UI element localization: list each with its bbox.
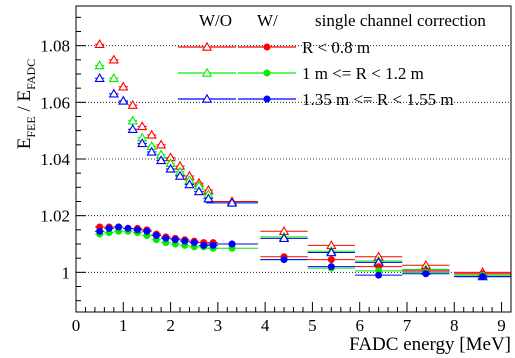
legend-label: R < 0.8 m: [302, 38, 370, 57]
data-point-triangle: [94, 72, 105, 82]
data-point-circle: [422, 270, 430, 278]
data-point-circle: [375, 271, 383, 279]
y-axis-label-main: E: [14, 138, 35, 150]
data-point-circle: [209, 241, 217, 249]
data-point-circle: [152, 232, 160, 240]
data-point-triangle: [146, 129, 157, 139]
y-tick-label: 1.02: [40, 207, 70, 226]
data-point-triangle: [94, 60, 105, 70]
data-point-circle: [327, 263, 335, 271]
data-layer: [94, 38, 511, 281]
data-point-triangle: [278, 233, 290, 243]
data-point-circle: [181, 237, 189, 245]
data-point-triangle: [226, 197, 238, 207]
data-point-triangle: [155, 139, 167, 149]
y-tick-label: 1.08: [40, 37, 70, 56]
data-point-circle: [263, 69, 271, 77]
data-point-triangle: [201, 67, 213, 77]
data-point-triangle: [94, 38, 105, 48]
x-axis-label: FADC energy [MeV]: [349, 334, 511, 355]
x-tick-label: 7: [403, 316, 412, 335]
legend-label: 1 m <= R < 1.2 m: [302, 64, 424, 83]
grid-layer: [76, 45, 511, 273]
y-tick-label: 1.06: [40, 93, 70, 112]
data-point-circle: [327, 256, 335, 264]
data-point-triangle: [146, 146, 157, 156]
data-point-triangle: [184, 179, 195, 189]
x-tick-label: 6: [355, 316, 364, 335]
data-point-circle: [133, 226, 141, 234]
data-point-triangle: [201, 93, 213, 103]
data-point-triangle: [108, 72, 119, 82]
data-point-triangle: [137, 138, 148, 148]
legend-label: 1.35 m <= R < 1.55 m: [302, 90, 454, 109]
y-axis-label-sub2: FADC: [24, 59, 38, 90]
tick-layer: 1 1.02 1.04 1.06 1.08 0 1 2 3 4 5 6 7 8 9: [40, 16, 506, 335]
data-point-circle: [124, 224, 132, 232]
legend-header-note: single channel correction: [315, 11, 486, 30]
data-point-circle: [115, 223, 123, 231]
legend-header-wo: W/O: [199, 11, 232, 30]
data-point-triangle: [155, 155, 167, 165]
legend-rows: R < 0.8 m 1 m <= R < 1.2 m 1.35 m <= R < 1…: [178, 38, 454, 109]
data-point-circle: [263, 43, 271, 51]
data-point-triangle: [193, 186, 205, 196]
x-tick-label: 2: [166, 316, 175, 335]
y-axis-label-sep: / E: [14, 90, 35, 116]
x-tick-label: 0: [72, 316, 81, 335]
data-point-circle: [171, 236, 179, 244]
x-tick-label: 3: [214, 316, 223, 335]
data-point-circle: [105, 224, 113, 232]
svg-text:EFEE / EFADC: EFEE / EFADC: [14, 59, 38, 149]
x-tick-label: 5: [308, 316, 317, 335]
data-point-circle: [96, 227, 104, 235]
data-point-triangle: [174, 170, 186, 180]
data-point-triangle: [108, 54, 119, 64]
legend-header-w: W/: [257, 11, 278, 30]
data-point-triangle: [118, 95, 129, 105]
data-point-triangle: [118, 81, 129, 91]
x-tick-label: 1: [119, 316, 128, 335]
y-tick-label: 1.04: [40, 150, 70, 169]
x-tick-label: 4: [261, 316, 270, 335]
data-point-triangle: [127, 99, 138, 109]
x-tick-label: 8: [450, 316, 459, 335]
data-point-circle: [200, 241, 208, 249]
data-point-triangle: [203, 193, 214, 203]
data-point-circle: [143, 227, 151, 235]
data-point-circle: [280, 256, 288, 264]
data-point-triangle: [165, 163, 176, 173]
x-tick-label: 9: [497, 316, 506, 335]
data-point-circle: [228, 240, 236, 248]
y-tick-label: 1: [62, 263, 71, 282]
data-point-circle: [162, 234, 170, 242]
legend: W/O W/ single channel correction R < 0.8…: [178, 11, 486, 109]
y-axis-label-sub1: FEE: [24, 116, 38, 137]
data-point-circle: [479, 273, 487, 281]
y-axis-label: EFEE / EFADC: [14, 59, 38, 149]
data-point-triangle: [127, 115, 138, 125]
data-point-triangle: [326, 247, 337, 257]
data-point-triangle: [137, 121, 148, 131]
data-point-circle: [263, 95, 271, 103]
data-point-circle: [190, 239, 198, 247]
data-point-triangle: [127, 123, 138, 133]
data-point-triangle: [201, 41, 213, 51]
data-point-triangle: [108, 88, 119, 98]
